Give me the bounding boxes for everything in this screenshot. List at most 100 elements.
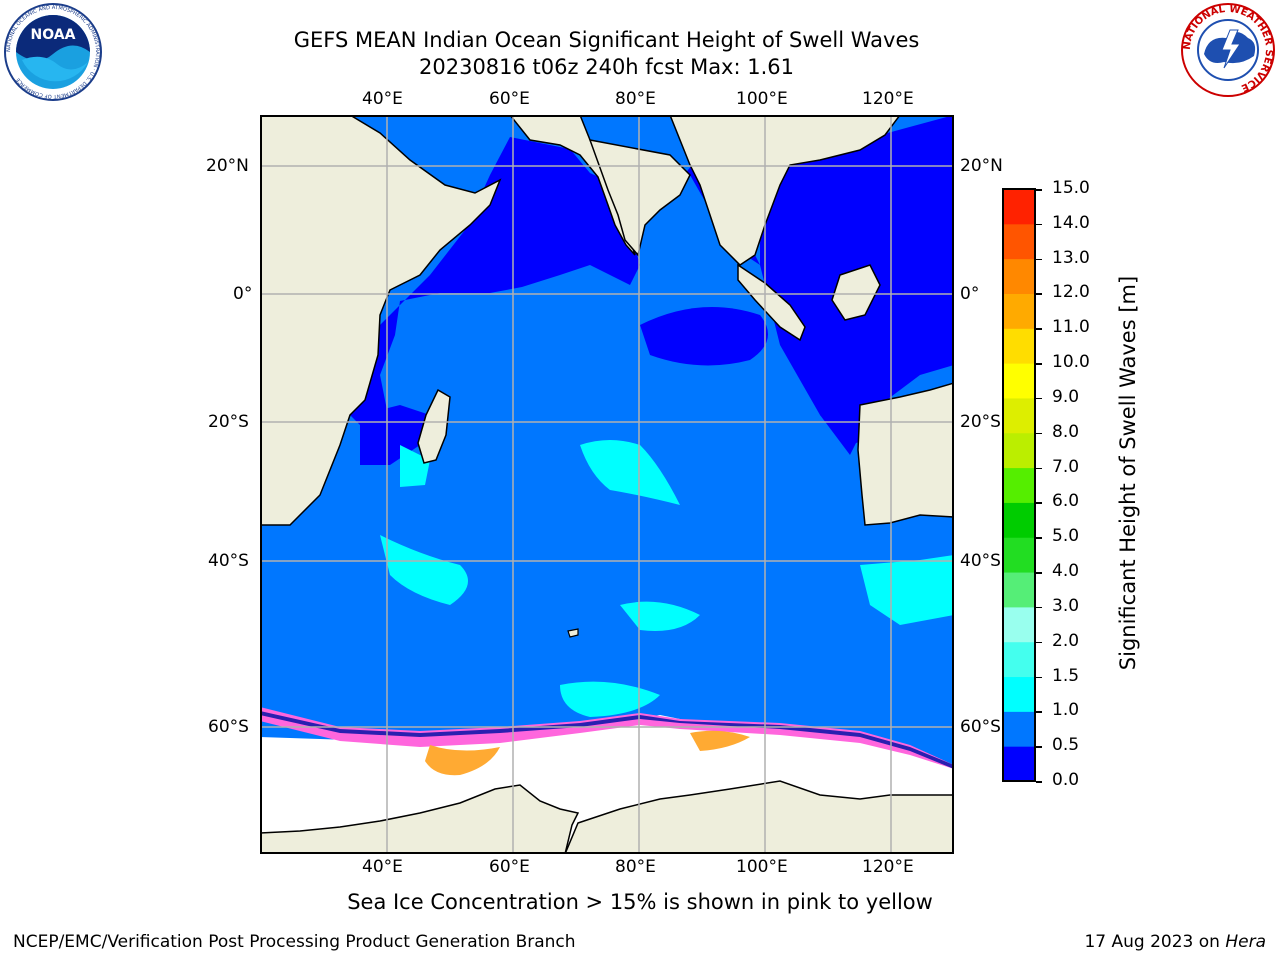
colorbar-swatch	[1003, 676, 1035, 712]
lon-label-bottom-80e: 80°E	[615, 857, 656, 877]
colorbar-tick-mark	[1036, 467, 1042, 470]
lat-label-left-20n: 20°N	[206, 156, 249, 176]
colorbar-swatch	[1003, 258, 1035, 294]
colorbar-tick-mark	[1036, 258, 1042, 261]
colorbar-swatch	[1003, 293, 1035, 329]
kerguelen-island	[567, 628, 579, 638]
colorbar-tick-mark	[1036, 293, 1042, 295]
map-frame	[260, 115, 954, 854]
colorbar-tick-mark	[1036, 328, 1042, 330]
colorbar-tick-mark	[1036, 363, 1042, 365]
sea-ice-note: Sea Ice Concentration > 15% is shown in …	[347, 890, 933, 914]
colorbar-tick-mark	[1036, 432, 1042, 435]
borneo-land	[831, 264, 881, 321]
lon-label-top-120e: 120°E	[862, 89, 914, 109]
colorbar-tick-label: 4.0	[1052, 561, 1080, 582]
high-swell-patch-1	[580, 440, 680, 505]
lat-label-right-60s: 60°S	[960, 717, 1001, 737]
colorbar-tick-mark	[1036, 711, 1042, 713]
high-swell-patch-4	[560, 681, 660, 717]
noaa-logo: NOAA NATIONAL OCEANIC AND ATMOSPHERIC AD…	[4, 3, 102, 101]
machine-name: Hera	[1225, 932, 1266, 952]
colorbar-swatch	[1003, 537, 1035, 573]
colorbar-tick-label: 12.0	[1052, 282, 1090, 303]
colorbar-swatch	[1003, 572, 1035, 608]
colorbar-tick-label: 11.0	[1052, 317, 1090, 338]
high-swell-patch-5	[860, 555, 954, 625]
colorbar-tick-mark	[1036, 397, 1042, 400]
lon-label-top-60e: 60°E	[489, 89, 530, 109]
colorbar-tick-label: 2.0	[1052, 630, 1080, 651]
high-swell-patch-2	[380, 535, 468, 605]
colorbar-swatch	[1003, 467, 1035, 503]
colorbar-tick-label: 0.5	[1052, 735, 1080, 756]
colorbar-tick-label: 8.0	[1052, 421, 1080, 442]
colorbar-tick-mark	[1036, 676, 1042, 679]
lat-label-right-40s: 40°S	[960, 551, 1001, 571]
colorbar-tick-mark	[1036, 746, 1042, 748]
lat-label-right-0: 0°	[960, 284, 980, 304]
colorbar-tick-mark	[1036, 641, 1042, 644]
colorbar-swatch	[1003, 397, 1035, 434]
colorbar-swatch	[1003, 432, 1035, 469]
colorbar	[1002, 188, 1036, 782]
swell-height-map	[260, 115, 954, 854]
colorbar-tick-mark	[1036, 572, 1042, 574]
sea-ice-patch-orange-east	[690, 730, 750, 751]
lat-label-left-0: 0°	[233, 284, 253, 304]
colorbar-tick-label: 5.0	[1052, 526, 1080, 547]
colorbar-swatch	[1003, 502, 1035, 538]
colorbar-swatch	[1003, 711, 1035, 747]
colorbar-tick-mark	[1036, 223, 1042, 226]
antarctica-land	[260, 784, 580, 854]
lon-label-top-100e: 100°E	[736, 89, 788, 109]
branch-credit: NCEP/EMC/Verification Post Processing Pr…	[13, 932, 576, 952]
lat-label-left-60s: 60°S	[208, 717, 249, 737]
low-swell-madagascar-channel	[360, 405, 430, 465]
sea-ice-patch-orange	[425, 745, 500, 776]
colorbar-tick-mark	[1036, 189, 1042, 191]
colorbar-tick-mark	[1036, 502, 1042, 504]
run-date: 17 Aug 2023 on Hera	[1084, 932, 1266, 952]
lat-label-right-20n: 20°N	[960, 156, 1003, 176]
madagascar-land	[417, 388, 451, 464]
lon-label-bottom-60e: 60°E	[489, 857, 530, 877]
colorbar-swatch	[1003, 746, 1035, 782]
india-land-south	[588, 139, 691, 257]
colorbar-swatch	[1003, 223, 1035, 260]
sea-ice-band-dark	[260, 711, 954, 769]
run-date-text: 17 Aug 2023 on	[1084, 932, 1226, 952]
colorbar-tick-label: 15.0	[1052, 178, 1090, 198]
lat-label-left-20s: 20°S	[208, 412, 249, 432]
colorbar-tick-mark	[1036, 781, 1042, 783]
lon-label-bottom-100e: 100°E	[736, 857, 788, 877]
colorbar-tick-label: 1.5	[1052, 665, 1080, 686]
colorbar-tick-label: 3.0	[1052, 595, 1080, 616]
colorbar-tick-label: 6.0	[1052, 491, 1080, 512]
lat-label-right-20s: 20°S	[960, 412, 1001, 432]
low-swell-equatorial	[640, 307, 768, 366]
colorbar-tick-label: 9.0	[1052, 386, 1080, 407]
low-swell-arabian-sea	[350, 137, 640, 425]
colorbar-frame	[1002, 188, 1036, 782]
lat-label-left-40s: 40°S	[208, 551, 249, 571]
colorbar-tick-label: 13.0	[1052, 247, 1090, 268]
colorbar-swatch	[1003, 606, 1035, 643]
map-subtitle: 20230816 t06z 240h fcst Max: 1.61	[419, 55, 794, 79]
colorbar-tick-label: 14.0	[1052, 212, 1090, 233]
colorbar-tick-label: 7.0	[1052, 456, 1080, 477]
high-swell-patch-3	[620, 601, 700, 631]
colorbar-tick-label: 10.0	[1052, 352, 1090, 373]
sumatra-land	[737, 263, 806, 342]
nws-logo: NATIONAL WEATHER SERVICE	[1181, 3, 1275, 97]
colorbar-tick-label: 0.0	[1052, 770, 1080, 790]
colorbar-tick-label: 1.0	[1052, 700, 1080, 721]
noaa-logo-text: NOAA	[31, 27, 76, 43]
high-swell-patch-6	[400, 445, 430, 487]
colorbar-tick-mark	[1036, 537, 1042, 539]
lon-label-bottom-40e: 40°E	[362, 857, 403, 877]
colorbar-swatch	[1003, 363, 1035, 399]
lon-label-top-80e: 80°E	[615, 89, 656, 109]
australia-land	[857, 382, 954, 526]
colorbar-label: Significant Height of Swell Waves [m]	[1116, 275, 1140, 671]
